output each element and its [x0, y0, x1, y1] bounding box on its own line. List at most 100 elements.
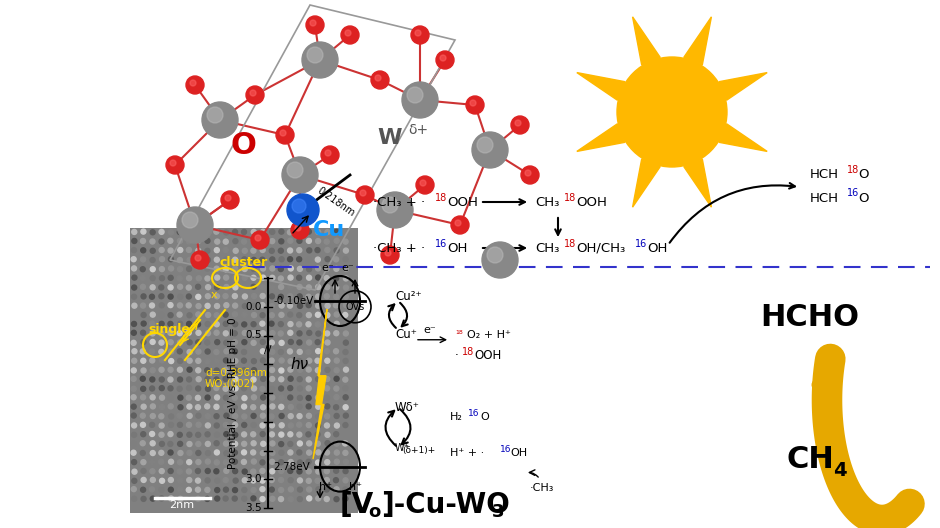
Circle shape	[224, 275, 228, 280]
Text: CH₃: CH₃	[535, 195, 559, 209]
Circle shape	[205, 487, 210, 493]
Circle shape	[224, 230, 228, 235]
Circle shape	[306, 350, 311, 354]
Circle shape	[242, 450, 246, 455]
Circle shape	[132, 386, 136, 391]
Circle shape	[306, 303, 311, 308]
Circle shape	[288, 450, 293, 455]
Circle shape	[243, 304, 247, 308]
Circle shape	[316, 275, 321, 280]
Polygon shape	[577, 124, 625, 152]
Circle shape	[306, 257, 311, 262]
Circle shape	[334, 303, 338, 308]
Circle shape	[196, 368, 201, 373]
Circle shape	[196, 405, 200, 410]
Circle shape	[186, 276, 192, 281]
Circle shape	[334, 285, 338, 290]
Circle shape	[334, 394, 339, 400]
Circle shape	[205, 423, 211, 428]
Circle shape	[343, 257, 348, 262]
Circle shape	[140, 276, 146, 281]
Circle shape	[343, 487, 348, 492]
Circle shape	[140, 267, 146, 272]
Circle shape	[297, 267, 303, 271]
Circle shape	[242, 239, 246, 244]
Circle shape	[278, 331, 283, 336]
Circle shape	[343, 469, 348, 474]
Circle shape	[341, 26, 359, 44]
Text: h⁺: h⁺	[349, 482, 362, 492]
Circle shape	[224, 404, 228, 409]
Circle shape	[242, 350, 246, 354]
Text: 16: 16	[847, 188, 859, 198]
Circle shape	[140, 239, 146, 243]
Circle shape	[260, 349, 265, 354]
Circle shape	[260, 468, 265, 474]
Circle shape	[343, 248, 349, 253]
Circle shape	[186, 303, 191, 308]
Circle shape	[260, 413, 265, 418]
Circle shape	[325, 313, 330, 318]
Circle shape	[196, 349, 201, 354]
Circle shape	[381, 246, 399, 264]
Text: OVs: OVs	[345, 301, 365, 312]
Circle shape	[159, 322, 164, 326]
Text: O: O	[858, 192, 869, 204]
Circle shape	[343, 405, 348, 410]
Text: CH: CH	[786, 446, 834, 475]
Circle shape	[521, 166, 539, 184]
Circle shape	[335, 312, 339, 317]
Circle shape	[168, 441, 173, 447]
Circle shape	[232, 459, 238, 464]
Text: hν: hν	[291, 357, 309, 372]
Circle shape	[196, 284, 200, 289]
Circle shape	[196, 304, 201, 308]
Circle shape	[279, 257, 284, 262]
Circle shape	[343, 276, 349, 281]
Circle shape	[270, 239, 274, 243]
Circle shape	[306, 469, 311, 474]
Circle shape	[168, 313, 173, 318]
Circle shape	[297, 497, 303, 502]
Circle shape	[149, 386, 154, 391]
Circle shape	[306, 229, 311, 234]
Circle shape	[178, 377, 182, 382]
Circle shape	[132, 459, 136, 465]
Circle shape	[206, 313, 211, 317]
Circle shape	[214, 322, 219, 327]
Circle shape	[232, 496, 237, 501]
Text: CH₃: CH₃	[535, 241, 559, 254]
Circle shape	[242, 422, 246, 428]
Circle shape	[213, 229, 219, 234]
Text: Potential / eV vs. RHE pH = 0: Potential / eV vs. RHE pH = 0	[228, 317, 238, 469]
Circle shape	[214, 275, 220, 280]
Circle shape	[242, 414, 247, 419]
Circle shape	[482, 242, 518, 278]
Circle shape	[141, 359, 146, 363]
Circle shape	[297, 386, 303, 391]
Circle shape	[297, 331, 302, 336]
Circle shape	[278, 468, 284, 474]
Circle shape	[242, 432, 246, 437]
Circle shape	[195, 255, 201, 261]
Circle shape	[196, 422, 201, 427]
Circle shape	[149, 422, 154, 427]
Circle shape	[214, 266, 219, 271]
Circle shape	[324, 414, 330, 419]
Circle shape	[132, 230, 137, 234]
Circle shape	[270, 294, 274, 299]
Circle shape	[186, 487, 192, 493]
Circle shape	[334, 340, 338, 345]
Circle shape	[150, 441, 155, 446]
Polygon shape	[683, 17, 712, 65]
Circle shape	[177, 276, 182, 281]
Circle shape	[224, 460, 228, 465]
Circle shape	[187, 459, 192, 465]
Circle shape	[343, 340, 349, 345]
Text: OH: OH	[447, 241, 467, 254]
Circle shape	[477, 137, 493, 153]
Circle shape	[324, 496, 329, 502]
Circle shape	[252, 294, 257, 298]
Circle shape	[251, 231, 269, 249]
Circle shape	[306, 267, 311, 272]
